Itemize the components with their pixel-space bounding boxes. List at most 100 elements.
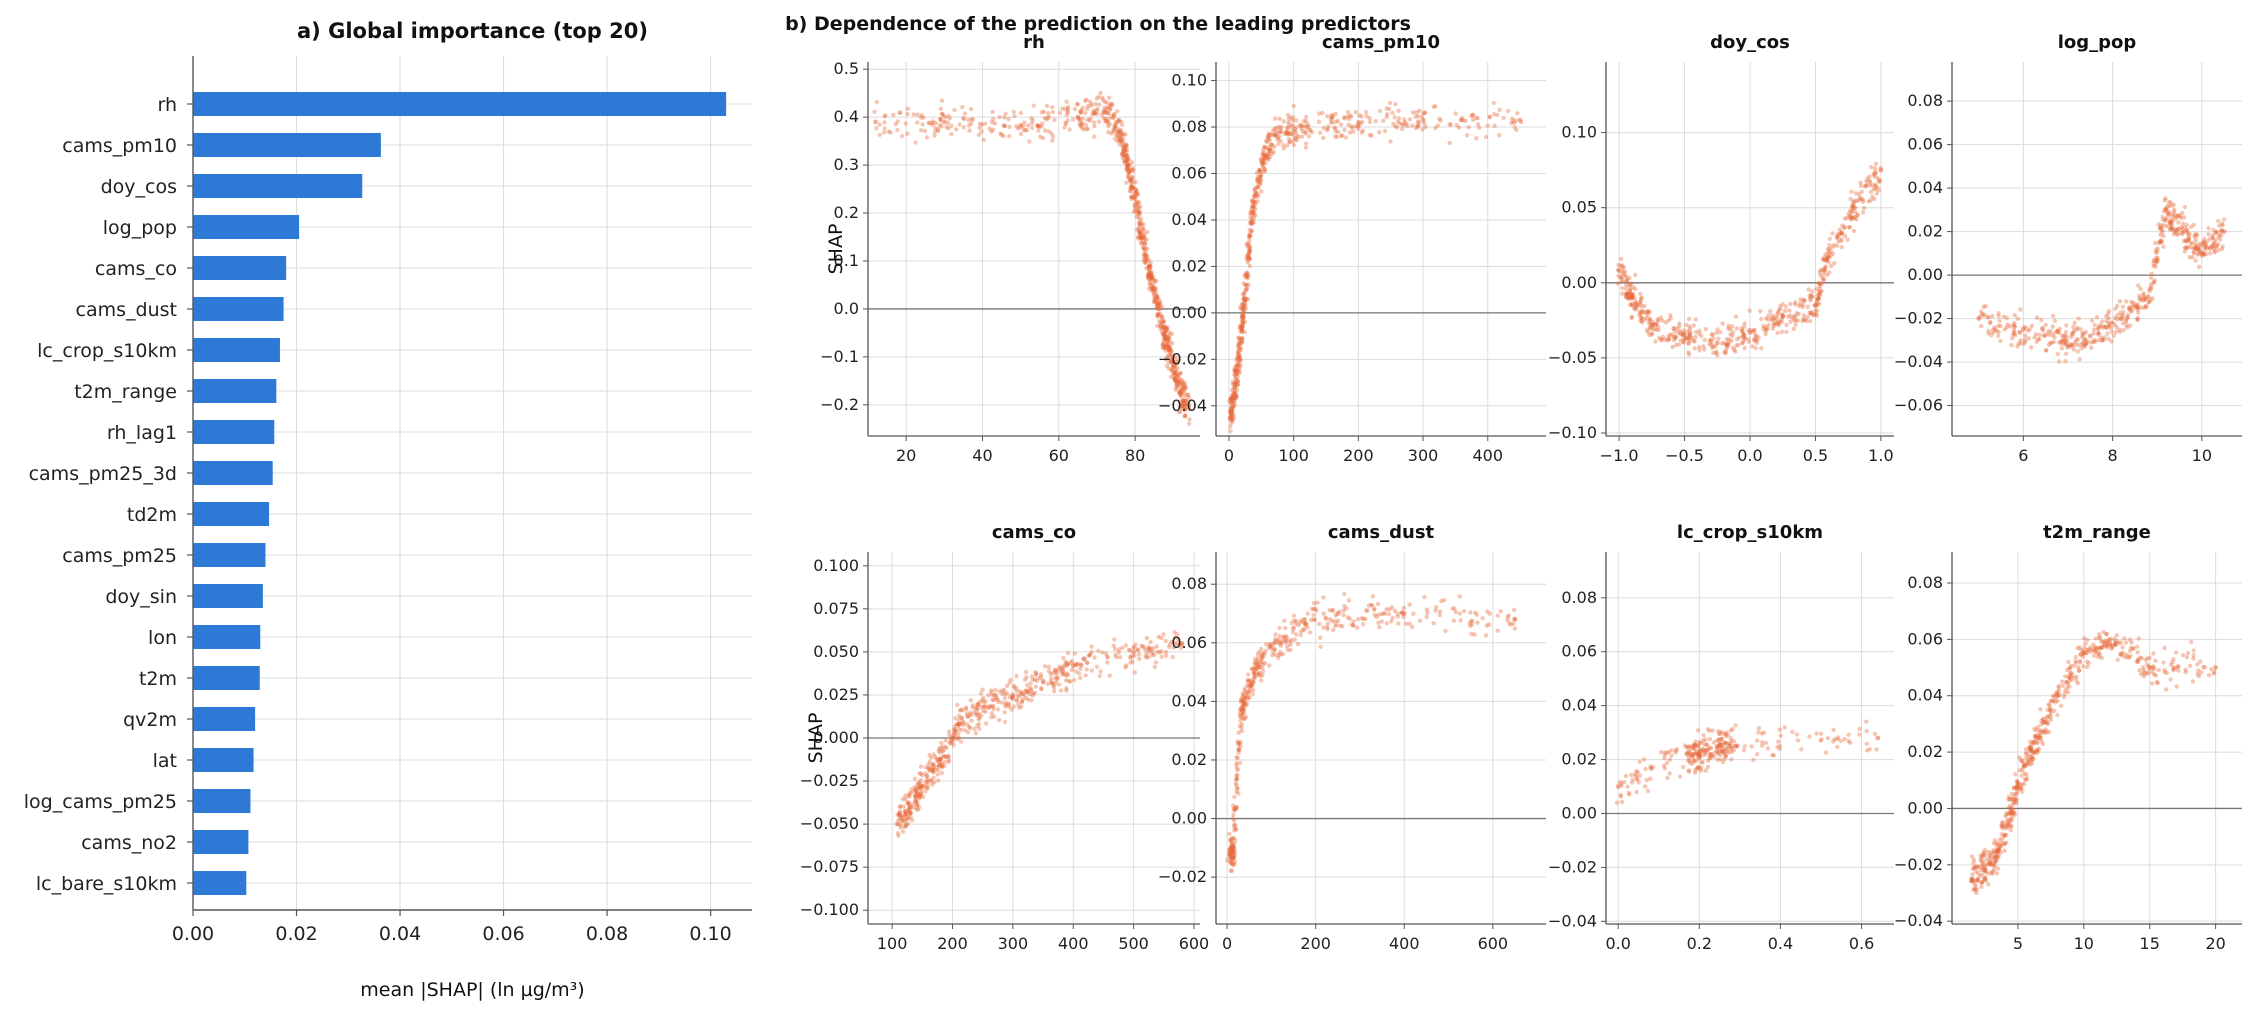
scatter-point: [1457, 611, 1463, 616]
scatter-point: [1245, 276, 1251, 281]
scatter-point: [2075, 664, 2081, 670]
scatter-point: [882, 114, 888, 119]
scatter-point: [1684, 745, 1689, 750]
scatter-point: [1716, 336, 1721, 341]
scatter-point: [1179, 402, 1185, 407]
scatter-point: [1117, 134, 1122, 139]
scatter-point: [1153, 296, 1159, 301]
scatter-point: [1278, 129, 1284, 135]
scatter-point: [983, 699, 988, 704]
scatter-point: [1333, 119, 1339, 125]
scatter-point: [1433, 103, 1438, 109]
scatter-point: [1123, 142, 1128, 147]
scatter-point: [1487, 114, 1493, 120]
scatter-point: [1732, 347, 1737, 352]
x-tick-label: 80: [1125, 446, 1145, 465]
scatter-point: [1242, 299, 1247, 305]
scatter-point: [1242, 291, 1247, 297]
scatter-point: [2219, 233, 2224, 238]
scatter-point: [1321, 135, 1326, 140]
scatter-point: [1989, 862, 1995, 868]
scatter-point: [1243, 287, 1249, 292]
scatter-point: [1227, 409, 1233, 414]
scatter-point: [1145, 254, 1150, 259]
scatter-point: [1697, 746, 1703, 752]
scatter-point: [1243, 297, 1248, 303]
scatter-point: [1273, 132, 1278, 137]
scatter-point: [1040, 135, 1046, 141]
x-tick-label: 0.0: [1737, 446, 1762, 465]
scatter-point: [1778, 733, 1783, 738]
scatter-point: [1346, 110, 1351, 115]
scatter-point: [1876, 179, 1882, 184]
scatter-point: [1121, 131, 1126, 137]
scatter-point: [1247, 263, 1253, 269]
scatter-point: [1133, 190, 1139, 195]
scatter-point: [1766, 313, 1772, 318]
scatter-point: [1742, 321, 1747, 326]
scatter-point: [2189, 639, 2194, 645]
scatter-point: [1238, 347, 1244, 352]
scatter-point: [1158, 321, 1163, 326]
scatter-point: [1826, 250, 1831, 256]
scatter-point: [1349, 125, 1355, 131]
scatter-point: [1162, 344, 1168, 350]
scatter-point: [2052, 318, 2058, 323]
scatter-point: [1420, 127, 1425, 132]
scatter-point: [1645, 788, 1651, 793]
scatter-point: [1750, 344, 1755, 349]
scatter-point: [1264, 139, 1270, 145]
scatter-point: [1714, 330, 1719, 336]
scatter-point: [1094, 664, 1100, 669]
scatter-point: [900, 133, 905, 139]
scatter-point: [1242, 319, 1248, 325]
scatter-point: [1241, 281, 1246, 286]
scatter-point: [1239, 319, 1245, 324]
scatter-point: [1673, 748, 1679, 753]
scatter-point: [1241, 703, 1246, 708]
scatter-point: [1148, 280, 1153, 285]
scatter-point: [1730, 330, 1736, 335]
scatter-point: [1233, 380, 1238, 386]
scatter-point: [2099, 639, 2104, 644]
scatter-point: [1255, 177, 1260, 182]
scatter-point: [2220, 246, 2225, 252]
scatter-point: [1243, 714, 1249, 720]
scatter-point: [1155, 302, 1160, 308]
scatter-point: [1414, 110, 1420, 115]
scatter-point: [1629, 772, 1634, 778]
scatter-point: [1976, 316, 1982, 321]
bar: [193, 297, 284, 321]
scatter-point: [1141, 229, 1146, 234]
scatter-point: [1384, 106, 1389, 111]
scatter-point: [1228, 400, 1233, 406]
scatter-point: [1132, 208, 1138, 213]
scatter-point: [1474, 612, 1480, 617]
x-tick-label: 8: [2108, 446, 2118, 465]
y-tick-label: −0.04: [1894, 352, 1943, 371]
scatter-point: [1808, 311, 1813, 317]
scatter-point: [1173, 369, 1178, 375]
scatter-point: [1121, 154, 1127, 159]
scatter-point: [2191, 648, 2196, 653]
scatter-point: [1135, 212, 1141, 217]
scatter-point: [1085, 117, 1090, 123]
scatter-point: [1235, 382, 1241, 387]
scatter-points: [1614, 719, 1881, 805]
scatter-point: [908, 815, 913, 820]
scatter-point: [1169, 331, 1175, 337]
scatter-point: [1160, 321, 1165, 327]
scatter-point: [1130, 185, 1135, 190]
scatter-point: [1085, 106, 1090, 112]
scatter-point: [2199, 250, 2205, 256]
scatter-point: [2158, 232, 2163, 237]
scatter-point: [1171, 355, 1176, 360]
scatter-point: [1247, 256, 1252, 261]
scatter-point: [966, 118, 971, 123]
scatter-point: [1276, 141, 1281, 147]
scatter-point: [2147, 286, 2152, 292]
scatter-point: [1289, 131, 1294, 137]
scatter-point: [1235, 369, 1240, 374]
scatter-point: [1448, 122, 1454, 127]
scatter-point: [1246, 256, 1252, 261]
